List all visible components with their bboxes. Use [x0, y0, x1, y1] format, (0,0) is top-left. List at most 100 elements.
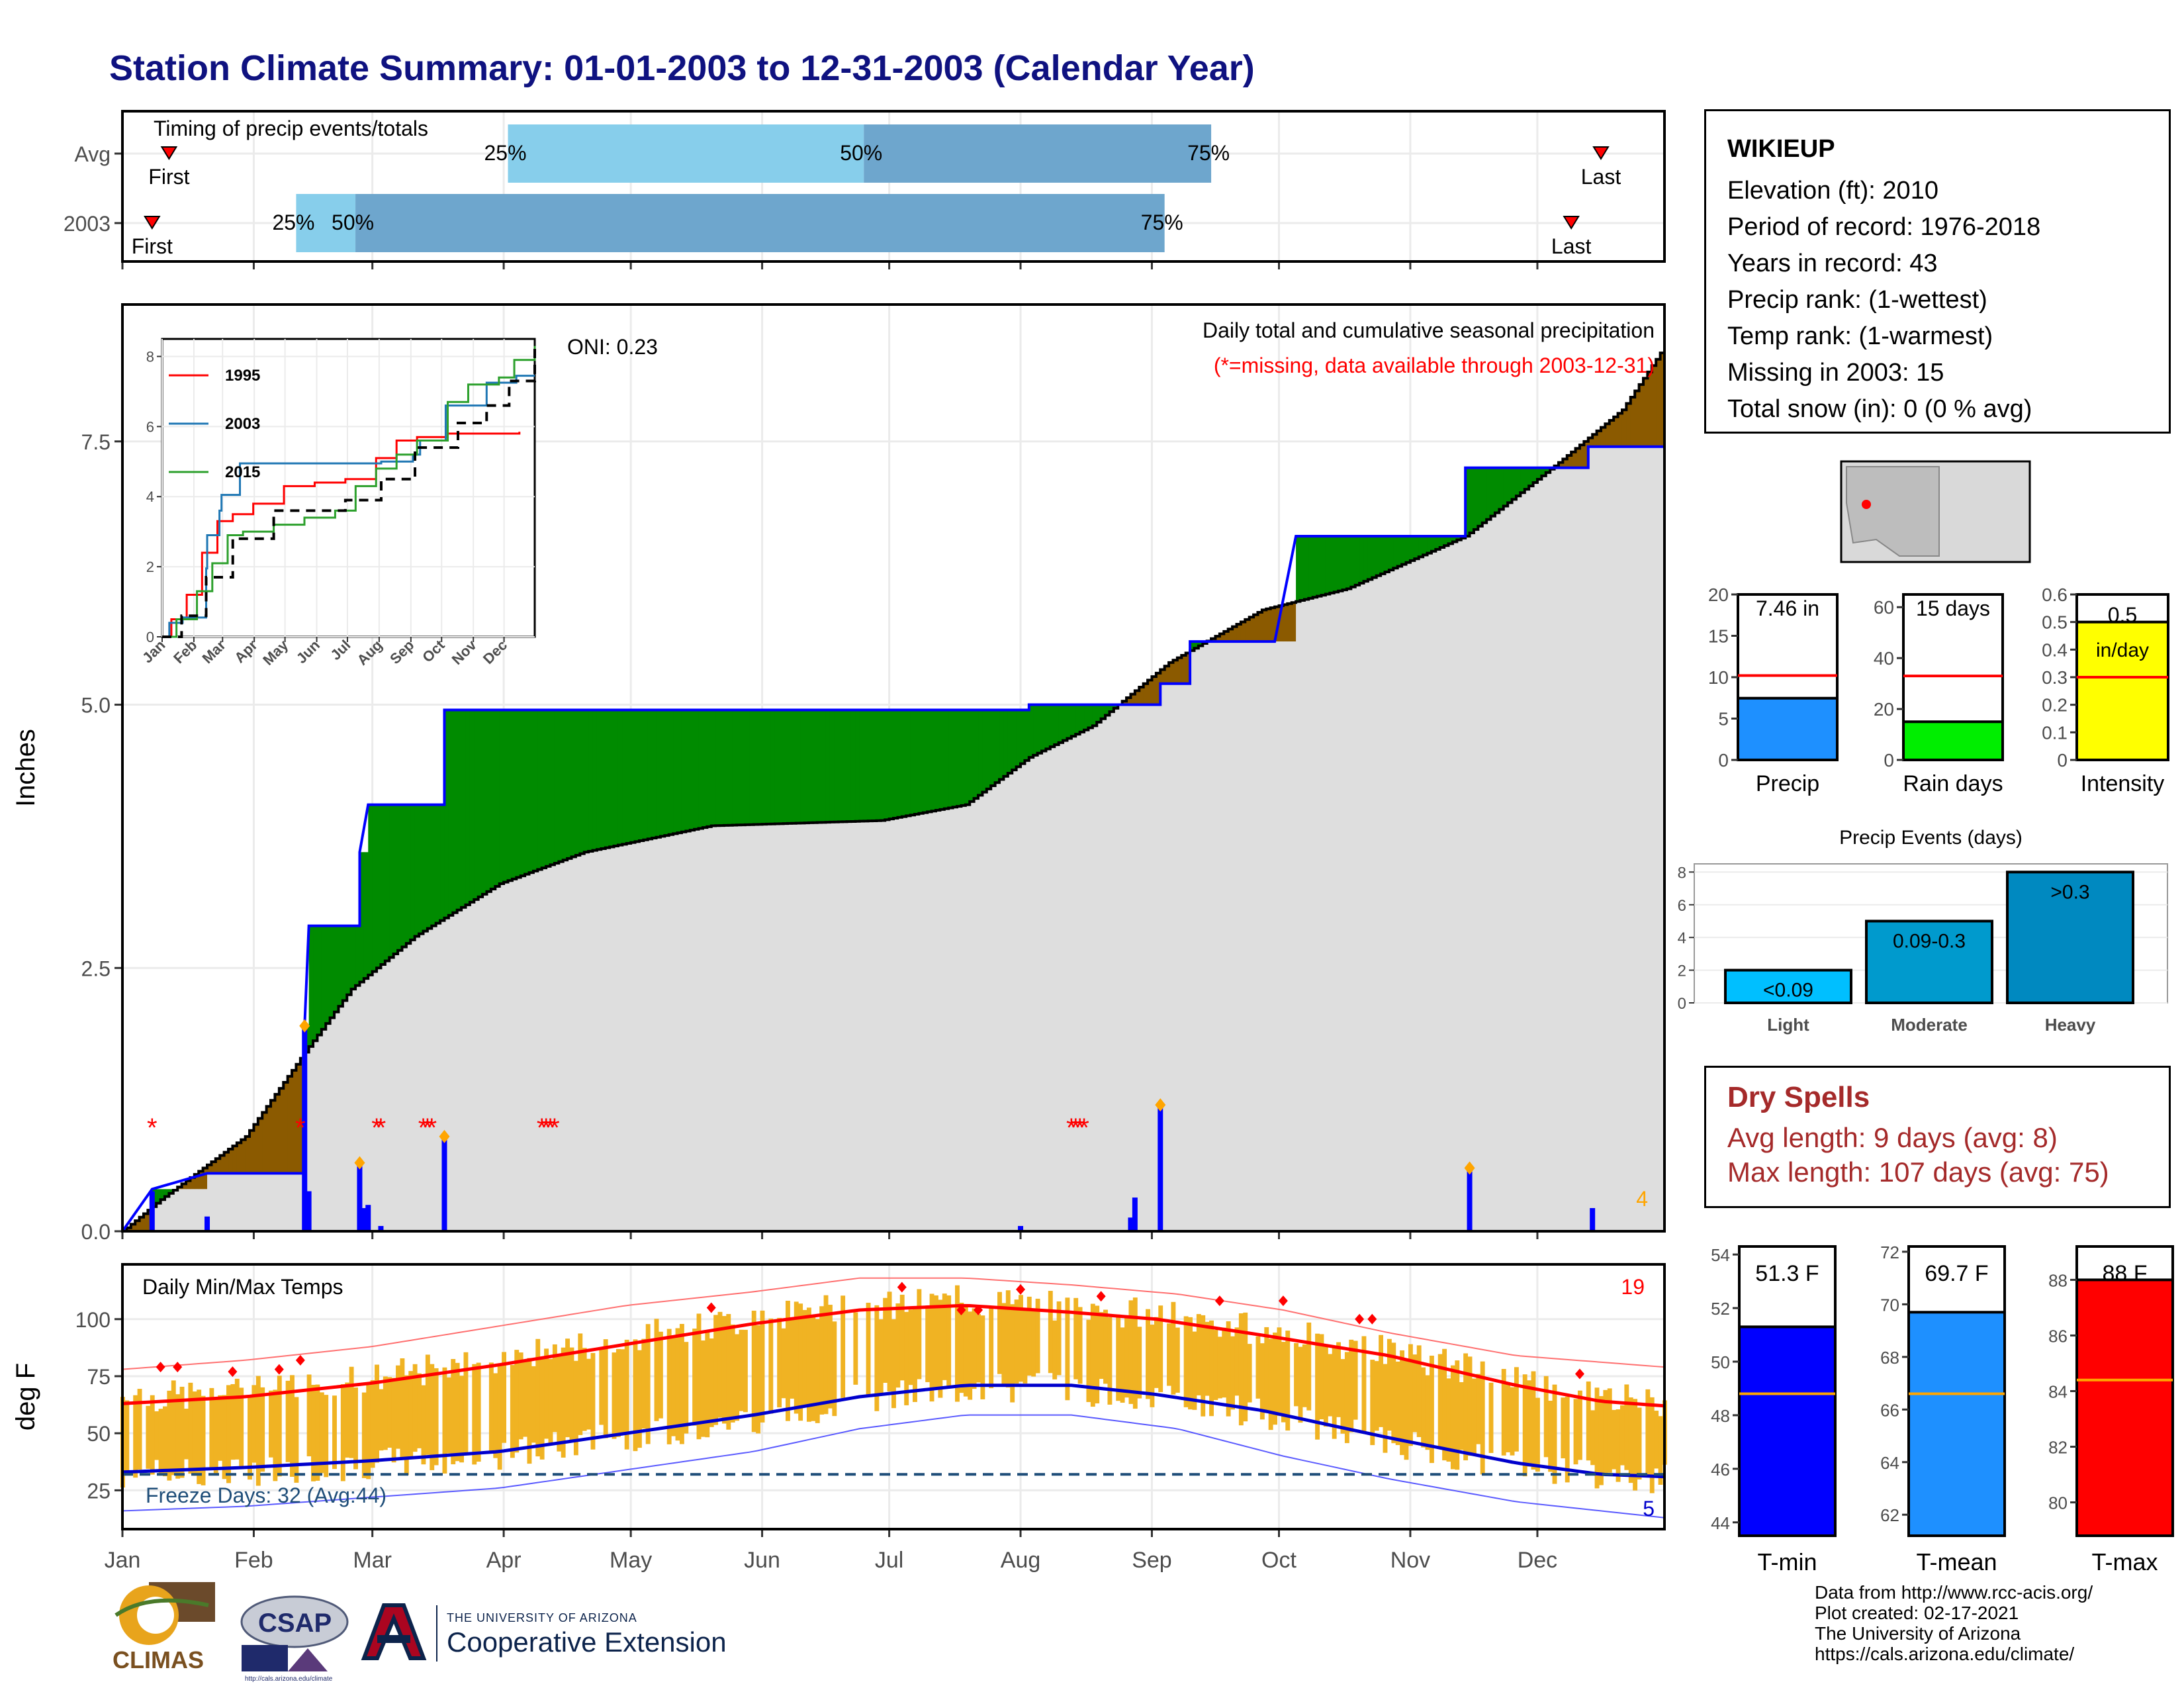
precip-surplus-area — [512, 710, 517, 879]
daily-temp-range-bar — [1023, 1309, 1028, 1383]
precip-deficit-area — [1291, 602, 1297, 642]
precip-surplus-area — [601, 710, 606, 849]
timing-last-marker — [1592, 146, 1610, 160]
precip-surplus-area — [1494, 467, 1500, 513]
precip-surplus-area — [779, 710, 784, 824]
precip-surplus-area — [444, 710, 449, 918]
freeze-record-count: 5 — [1643, 1497, 1655, 1521]
daily-temp-range-bar — [785, 1301, 790, 1421]
tmean-label: T-mean — [1916, 1548, 1997, 1575]
precip-surplus-area — [1499, 467, 1504, 510]
precip-total-bar — [1737, 696, 1839, 761]
daily-temp-range-bar — [463, 1352, 469, 1455]
daily-temp-range-bar — [1586, 1381, 1591, 1461]
record-high-marker — [1367, 1313, 1377, 1325]
temps-y-tick-label: 75 — [87, 1365, 111, 1389]
daily-temp-range-bar — [658, 1331, 663, 1419]
precip-surplus-area — [541, 710, 547, 868]
month-x-tick-label: Jul — [875, 1548, 903, 1573]
temps-y-axis-label: deg F — [11, 1363, 40, 1430]
timing-p25-label: 25% — [484, 141, 527, 165]
intensity-y-tick-label: 0.4 — [2042, 639, 2068, 660]
precip-surplus-area — [1321, 536, 1326, 596]
precip-deficit-area — [1571, 451, 1576, 468]
tmax-y-tick-label: 88 — [2048, 1270, 2068, 1290]
daily-temp-range-bar — [866, 1303, 871, 1396]
daily-temp-range-bar — [713, 1315, 719, 1425]
precip-total-y-tick-label: 10 — [1708, 667, 1729, 688]
daily-temp-range-bar — [1146, 1309, 1150, 1399]
precip-total-label: Precip — [1756, 771, 1819, 796]
precip-surplus-area — [711, 710, 716, 826]
precip-surplus-area — [885, 710, 890, 820]
daily-temp-range-bar — [1548, 1401, 1553, 1472]
dry-spells-avg: Avg length: 9 days (avg: 8) — [1727, 1122, 2058, 1153]
record-high-marker — [974, 1304, 983, 1315]
precip-deficit-area — [1287, 603, 1293, 642]
precip-surplus-area — [1397, 536, 1402, 567]
precip-deficit-area — [1605, 424, 1610, 447]
timing-row-label: Avg — [74, 142, 111, 166]
daily-temp-range-bar — [806, 1307, 811, 1422]
daily-temp-range-bar — [1086, 1319, 1091, 1403]
daily-temp-range-bar — [760, 1310, 765, 1423]
daily-temp-range-bar — [531, 1366, 536, 1443]
precip-surplus-area — [686, 710, 691, 831]
timing-bar-25-50 — [296, 194, 356, 252]
precip-surplus-area — [829, 710, 835, 822]
station-location-dot — [1862, 500, 1871, 509]
daily-temp-range-bar — [692, 1329, 698, 1426]
daily-temp-range-bar — [197, 1389, 202, 1484]
daily-temp-range-bar — [230, 1383, 236, 1460]
precip-deficit-area — [1270, 608, 1275, 642]
rain-days-y-tick-label: 0 — [1884, 750, 1894, 771]
events-bar — [1865, 919, 1993, 1004]
missing-day-marker: * — [545, 1113, 556, 1143]
daily-temp-range-bar — [1056, 1301, 1062, 1376]
footer-line-1: Data from http://www.rcc-acis.org/ — [1815, 1582, 2093, 1603]
precip-deficit-area — [1563, 459, 1568, 468]
daily-temp-range-bar — [472, 1364, 477, 1465]
timing-last-marker — [1563, 216, 1580, 230]
precip-surplus-area — [1533, 467, 1538, 483]
daily-temp-range-bar — [544, 1348, 549, 1439]
daily-temp-range-bar — [895, 1303, 901, 1388]
precip-surplus-area — [571, 710, 576, 857]
precip-total-value-label: 7.46 in — [1756, 596, 1819, 620]
daily-temp-range-bar — [1031, 1308, 1036, 1377]
daily-temp-range-bar — [548, 1358, 553, 1445]
precip-event-marker — [354, 1156, 365, 1170]
precip-surplus-area — [1469, 467, 1475, 533]
events-category-label: Moderate — [1891, 1015, 1968, 1035]
precip-surplus-area — [859, 710, 864, 821]
daily-temp-range-bar — [739, 1329, 744, 1411]
daily-temp-range-bar — [1319, 1334, 1324, 1420]
precip-deficit-area — [1215, 636, 1220, 642]
daily-temp-range-bar — [1471, 1378, 1477, 1455]
precip-deficit-area — [1588, 438, 1593, 447]
precip-surplus-area — [321, 925, 326, 1029]
daily-temp-range-bar — [586, 1358, 592, 1430]
precip-deficit-area — [1279, 606, 1284, 642]
daily-temp-range-bar — [285, 1380, 291, 1462]
tmin-y-tick-label: 52 — [1711, 1299, 1730, 1319]
daily-temp-range-bar — [1594, 1387, 1600, 1489]
precip-deficit-area — [1185, 653, 1191, 684]
daily-temp-range-bar — [294, 1397, 299, 1483]
daily-temp-range-bar — [1124, 1316, 1129, 1398]
precip-surplus-area — [719, 710, 725, 826]
precip-total-y-tick-label: 5 — [1718, 709, 1729, 729]
record-high-marker — [897, 1282, 907, 1293]
precip-deficit-area — [190, 1177, 195, 1190]
precip-surplus-area — [893, 710, 899, 818]
precip-surplus-area — [351, 925, 356, 990]
events-bar-label: 0.09-0.3 — [1893, 930, 1966, 952]
daily-temp-range-bar — [1463, 1353, 1469, 1461]
daily-temp-range-bar — [768, 1318, 774, 1414]
precip-surplus-area — [855, 710, 860, 821]
station-snow: Total snow (in): 0 (0 % avg) — [1727, 395, 2032, 423]
missing-day-marker: * — [376, 1113, 387, 1143]
precip-surplus-area — [1071, 704, 1076, 737]
daily-temp-range-bar — [273, 1389, 278, 1481]
rain-days-bar — [1902, 720, 2004, 762]
